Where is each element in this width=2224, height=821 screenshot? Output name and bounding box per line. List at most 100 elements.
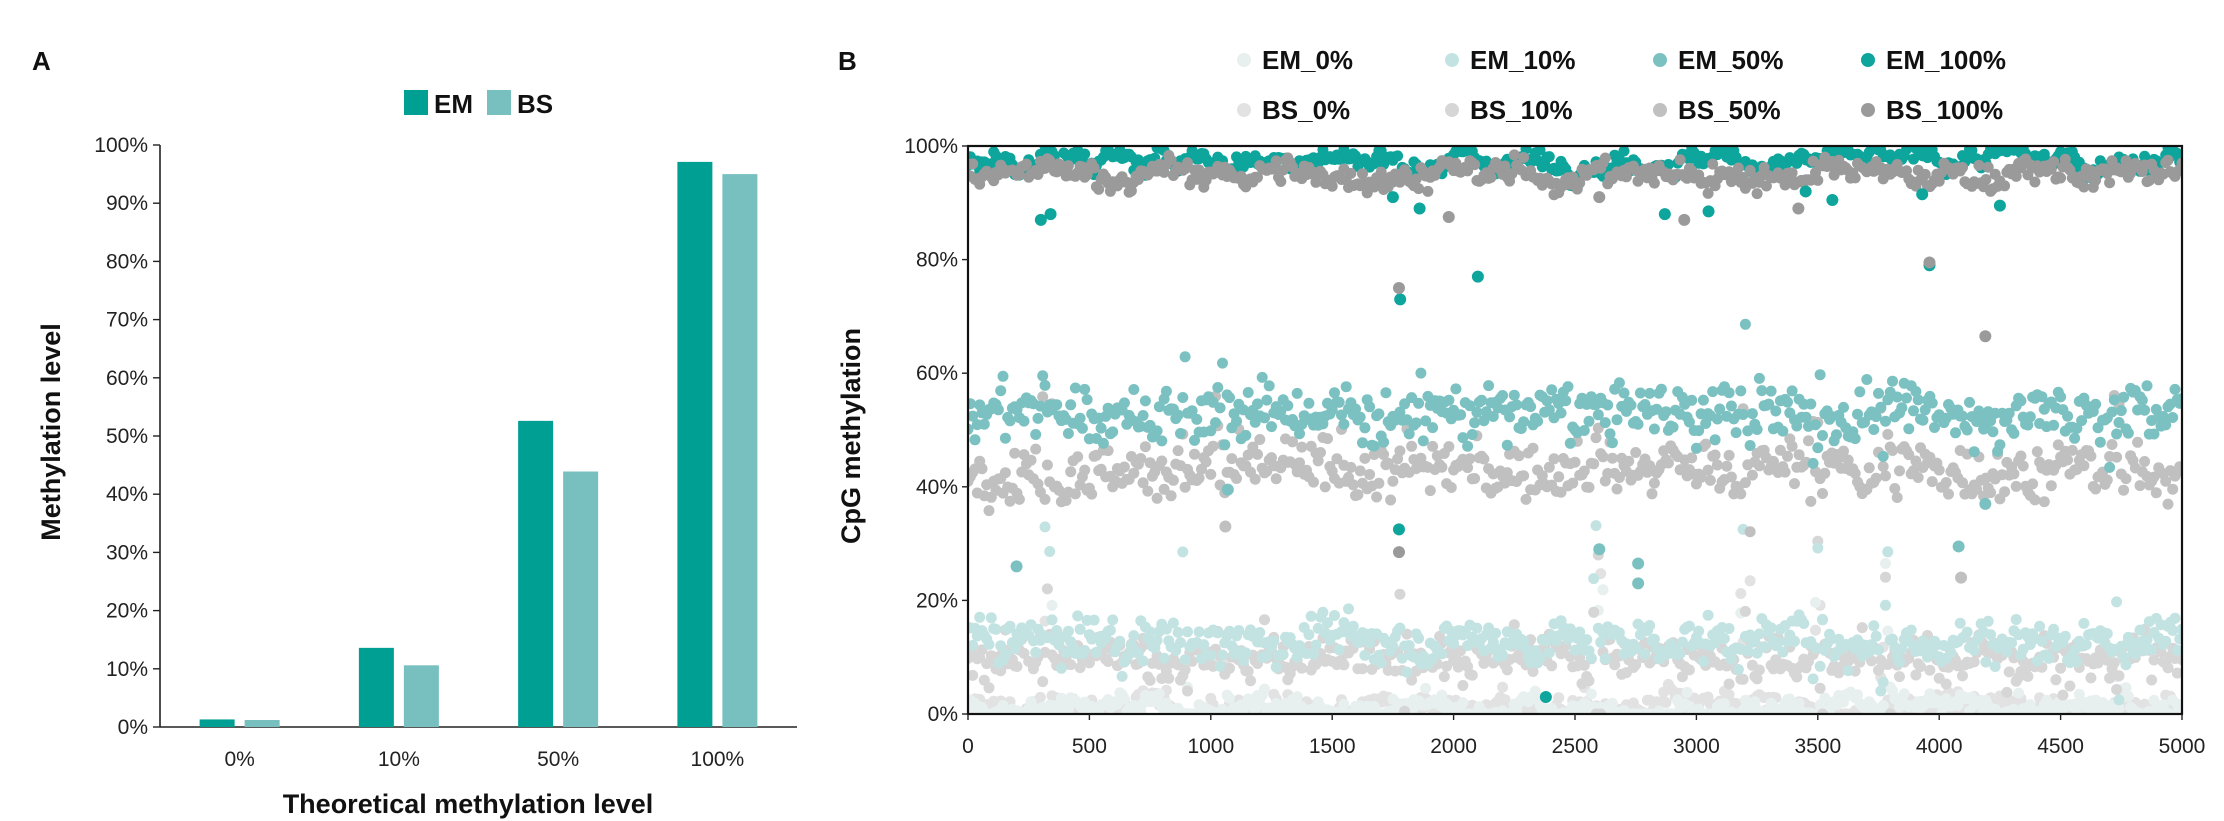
data-point: [1497, 390, 1509, 401]
data-point: [1249, 473, 1261, 485]
series-em_0pct: [968, 558, 2182, 714]
legend-swatch-bs: [487, 90, 511, 115]
data-point: [1735, 488, 1747, 500]
data-point: [1219, 439, 1231, 451]
data-point: [1175, 428, 1186, 439]
panel-b: B EM_0% EM_10% EM_50% EM_100% BS_0% BS_10% BS_…: [836, 45, 2205, 758]
data-point: [2055, 662, 2067, 674]
legend-marker-bs_0pct: [1237, 103, 1251, 117]
data-point: [1789, 635, 1800, 647]
data-point: [1894, 465, 1905, 477]
data-point: [2094, 436, 2106, 448]
data-point: [1277, 649, 1289, 661]
data-point: [1901, 392, 1912, 404]
legend-marker-bs_50pct: [1653, 103, 1667, 117]
data-point: [2118, 391, 2130, 403]
data-point: [1877, 676, 1889, 688]
outlier-point: [1955, 571, 1968, 584]
data-point: [1765, 622, 1777, 634]
data-point: [1742, 645, 1754, 657]
data-point: [1387, 475, 1399, 487]
data-point: [1415, 367, 1427, 379]
data-point: [1401, 666, 1413, 678]
data-point: [1709, 434, 1721, 446]
data-point: [1410, 417, 1422, 429]
data-point: [2055, 172, 2067, 184]
data-point: [1095, 422, 1107, 434]
legend-marker-em_0pct: [1237, 53, 1251, 67]
data-point: [1751, 647, 1763, 659]
data-point: [1702, 609, 1714, 621]
data-point: [2132, 436, 2144, 448]
data-point: [2017, 460, 2029, 472]
data-point: [2062, 410, 2074, 422]
data-point: [1396, 652, 1408, 664]
outlier-point: [1632, 577, 1645, 590]
panel-b-y-tick-label: 60%: [916, 362, 958, 385]
data-point: [1805, 398, 1817, 410]
data-point: [1686, 452, 1698, 464]
data-point: [1595, 636, 1607, 648]
outlier-point: [1799, 185, 1812, 198]
data-point: [1564, 437, 1576, 449]
panel-a-y-tick-label: 90%: [106, 192, 148, 215]
data-point: [983, 505, 995, 517]
data-point: [1943, 488, 1954, 500]
data-point: [1810, 642, 1821, 654]
data-point: [1553, 471, 1565, 483]
data-point: [1294, 428, 1305, 440]
data-point: [1648, 633, 1660, 645]
panel-b-y-tick-label: 0%: [928, 703, 958, 726]
data-point: [1413, 183, 1425, 195]
data-point: [1065, 659, 1077, 671]
data-point: [1849, 172, 1861, 184]
data-point: [1317, 606, 1329, 618]
data-point: [1985, 629, 1997, 641]
data-point: [999, 648, 1011, 660]
data-point: [1345, 167, 1357, 179]
data-point: [1282, 400, 1294, 412]
data-point: [2162, 498, 2174, 510]
data-point: [2113, 694, 2125, 706]
bar-bs-10pct: [403, 665, 439, 727]
data-point: [2003, 666, 2015, 678]
panel-a-y-tick-label: 10%: [106, 658, 148, 681]
data-point: [2015, 395, 2027, 407]
data-point: [1618, 387, 1630, 399]
data-point: [1875, 685, 1887, 697]
data-point: [2008, 468, 2020, 480]
data-point: [1333, 644, 1345, 656]
data-point: [1485, 171, 1497, 183]
data-point: [1205, 649, 1217, 661]
data-point: [1030, 646, 1042, 658]
data-point: [1179, 654, 1191, 666]
data-point: [1132, 647, 1144, 659]
outlier-point: [1392, 282, 1405, 294]
data-point: [1569, 644, 1581, 656]
data-point: [1226, 640, 1238, 652]
data-point: [1662, 457, 1674, 469]
data-point: [1583, 415, 1595, 427]
data-point: [1338, 698, 1350, 710]
data-point: [2008, 427, 2020, 439]
data-point: [1074, 623, 1086, 635]
data-point: [1291, 691, 1303, 703]
data-point: [1527, 666, 1539, 677]
data-point: [1025, 696, 1037, 708]
data-point: [1648, 423, 1660, 435]
data-point: [1352, 489, 1364, 501]
data-point: [1072, 451, 1084, 463]
data-point: [1427, 422, 1439, 434]
data-point: [1532, 415, 1544, 427]
data-point: [1758, 641, 1770, 653]
data-point: [2160, 635, 2172, 647]
data-point: [1646, 488, 1658, 500]
data-point: [1534, 653, 1546, 664]
data-point: [1478, 453, 1490, 465]
data-point: [1863, 462, 1875, 474]
data-point: [999, 432, 1011, 444]
data-point: [1261, 650, 1273, 662]
data-point: [1020, 158, 1032, 170]
panel-a-y-tick-label: 20%: [106, 600, 148, 623]
data-point: [2010, 480, 2022, 492]
